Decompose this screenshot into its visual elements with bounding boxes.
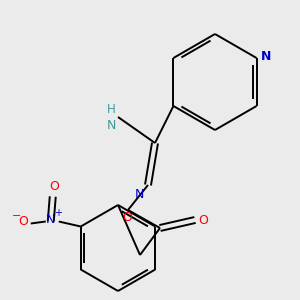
Text: +: + <box>54 208 62 218</box>
Text: H: H <box>107 103 116 116</box>
Text: −: − <box>12 211 21 220</box>
Text: O: O <box>49 179 59 193</box>
Text: N: N <box>46 213 56 226</box>
Text: N: N <box>135 188 144 201</box>
Text: O: O <box>122 211 132 224</box>
Text: O: O <box>18 215 28 228</box>
Text: N: N <box>106 119 116 132</box>
Text: N: N <box>261 50 271 62</box>
Text: O: O <box>198 214 208 227</box>
